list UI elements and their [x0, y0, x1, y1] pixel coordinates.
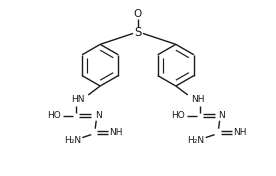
Text: HO: HO [47, 111, 61, 120]
Text: N: N [218, 111, 225, 120]
Text: O: O [134, 9, 142, 19]
Text: N: N [95, 111, 102, 120]
Text: HO: HO [171, 111, 185, 120]
Text: H₂N: H₂N [187, 136, 204, 145]
Text: HN: HN [71, 95, 85, 104]
Text: NH: NH [233, 128, 246, 137]
Text: NH: NH [109, 128, 123, 137]
Text: H₂N: H₂N [64, 136, 81, 145]
Text: S: S [134, 26, 142, 39]
Text: NH: NH [191, 95, 205, 104]
